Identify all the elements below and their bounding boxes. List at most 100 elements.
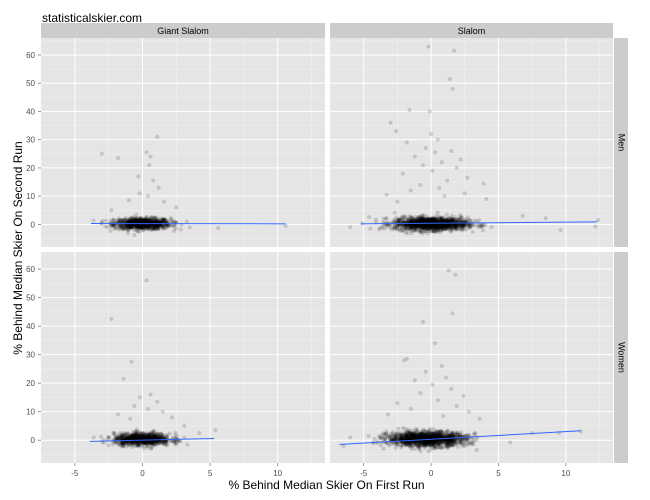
data-point [158,224,163,229]
data-point [417,228,422,233]
data-point [134,224,139,229]
data-point [125,223,130,228]
data-point [133,216,138,221]
data-point [145,406,150,411]
data-point [133,227,138,232]
data-point [99,151,104,156]
data-point [134,217,139,222]
data-point [118,224,123,229]
data-point [418,228,423,233]
data-point [112,226,117,231]
data-point [154,223,159,228]
data-point [172,228,177,233]
data-point [135,219,140,224]
data-point [129,225,134,230]
data-point [109,317,114,322]
data-point [171,219,176,224]
data-point [151,226,156,231]
data-point [132,403,137,408]
data-point [169,219,174,224]
data-point [161,217,166,222]
data-point [412,224,417,229]
data-point [155,219,160,224]
data-point [480,223,485,228]
data-point [420,224,425,229]
x-axis-title: % Behind Median Skier On First Run [228,478,425,492]
data-point [141,224,146,229]
data-point [148,220,153,225]
data-point [432,216,437,221]
data-point [372,436,377,441]
data-point [119,224,124,229]
data-point [454,403,459,408]
data-point [127,225,132,230]
data-point [139,225,144,230]
data-point [150,223,155,228]
data-point [433,341,438,346]
data-point [154,217,159,222]
data-point [409,447,414,452]
data-point [146,218,151,223]
data-point [137,216,142,221]
data-point [139,225,144,230]
data-point [154,225,159,230]
data-point [144,215,149,220]
data-point [130,216,135,221]
data-point [148,223,153,228]
data-point [405,430,410,435]
data-point [421,437,426,442]
data-point [125,219,130,224]
data-point [543,216,548,221]
data-point [187,225,192,230]
panel-background [330,38,613,247]
data-point [144,217,149,222]
data-point [152,438,157,443]
data-point [216,226,221,231]
data-point [122,441,127,446]
data-point [396,426,401,431]
data-point [145,218,150,223]
data-point [440,441,445,446]
data-point [121,376,126,381]
data-point [148,392,153,397]
data-point [144,219,149,224]
data-point [416,215,421,220]
data-point [434,224,439,229]
data-point [118,218,123,223]
data-point [414,228,419,233]
data-point [126,223,131,228]
data-point [414,428,419,433]
data-point [118,217,123,222]
data-point [448,225,453,230]
data-point [146,217,151,222]
data-point [154,218,159,223]
data-point [427,109,432,114]
data-point [144,278,149,283]
data-point [147,225,152,230]
data-point [137,216,142,221]
data-point [447,434,452,439]
data-point [454,224,459,229]
data-point [185,442,190,447]
data-point [140,224,145,229]
data-point [123,226,128,231]
data-point [399,435,404,440]
data-point [408,188,413,193]
data-point [135,219,140,224]
data-point [384,192,389,197]
data-point [111,223,116,228]
data-point [131,219,136,224]
data-point [121,226,126,231]
data-point [161,226,166,231]
data-point [143,224,148,229]
facet-label-col-0: Giant Slalom [157,26,209,36]
data-point [118,223,123,228]
data-point [130,218,135,223]
data-point [115,441,120,446]
data-point [139,215,144,220]
data-point [125,228,130,233]
data-point [137,191,142,196]
data-point [132,218,137,223]
data-point [417,219,422,224]
data-point [399,443,404,448]
